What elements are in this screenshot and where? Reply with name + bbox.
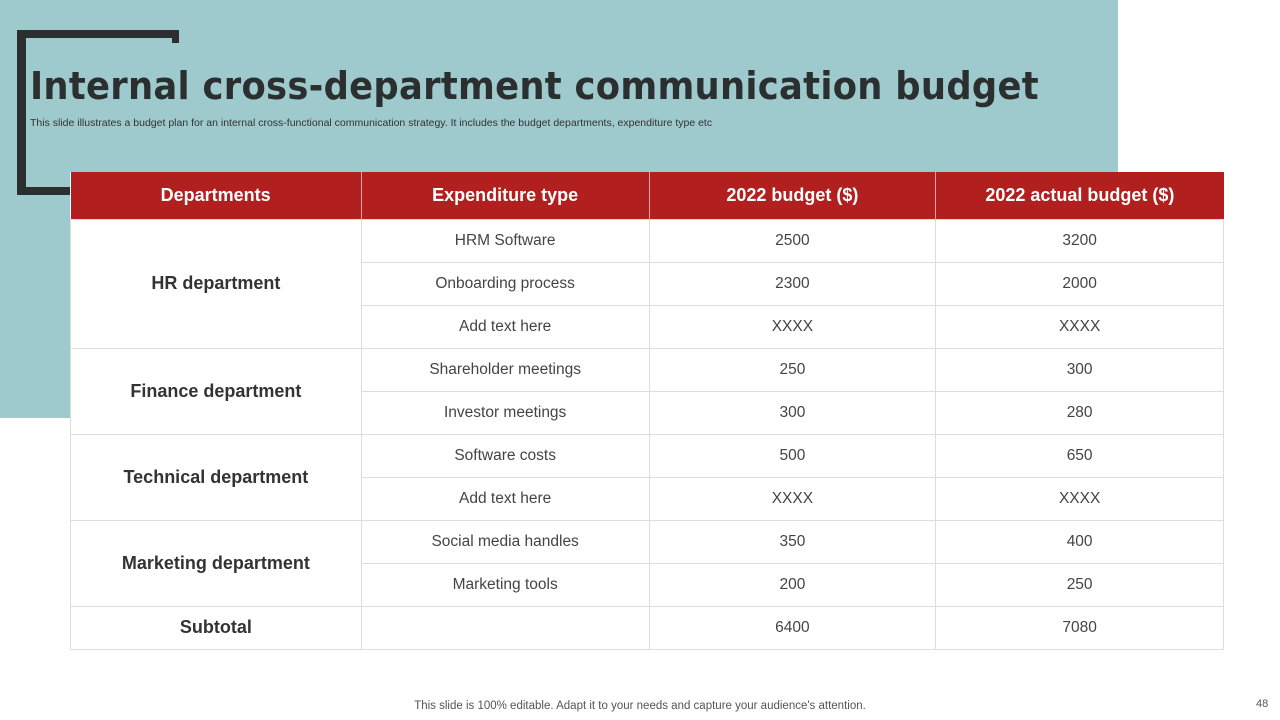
subtotal-actual: 7080 <box>935 605 1224 650</box>
actual-budget-cell: XXXX <box>935 476 1224 521</box>
budget-cell: 350 <box>648 519 937 564</box>
budget-cell: 250 <box>648 347 937 392</box>
table-header-row: Departments Expenditure type 2022 budget… <box>70 172 1224 219</box>
bracket-decoration <box>17 187 71 195</box>
bracket-decoration <box>17 30 179 38</box>
subtotal-label: Subtotal <box>70 605 362 650</box>
header-2022-actual-budget: 2022 actual budget ($) <box>935 172 1224 219</box>
department-cell: HR department <box>70 218 362 349</box>
page-subtitle: This slide illustrates a budget plan for… <box>30 117 713 129</box>
expenditure-cell: Software costs <box>360 433 650 478</box>
actual-budget-cell: 300 <box>935 347 1224 392</box>
table-row: Add text here XXXX XXXX <box>71 476 1224 521</box>
expenditure-cell: Add text here <box>360 476 650 521</box>
budget-cell: 200 <box>648 562 937 607</box>
table-row: Onboarding process 2300 2000 <box>71 261 1224 306</box>
subtotal-budget: 6400 <box>648 605 937 650</box>
expenditure-cell: HRM Software <box>360 218 650 263</box>
bracket-decoration <box>172 30 179 43</box>
department-cell: Technical department <box>70 433 362 521</box>
bracket-decoration <box>17 30 26 195</box>
budget-table: Departments Expenditure type 2022 budget… <box>70 172 1224 650</box>
table-row: Add text here XXXX XXXX <box>71 304 1224 349</box>
actual-budget-cell: XXXX <box>935 304 1224 349</box>
header-expenditure-type: Expenditure type <box>361 172 650 219</box>
budget-cell: 2500 <box>648 218 937 263</box>
actual-budget-cell: 250 <box>935 562 1224 607</box>
department-cell: Finance department <box>70 347 362 435</box>
header-2022-budget: 2022 budget ($) <box>649 172 937 219</box>
expenditure-cell: Shareholder meetings <box>360 347 650 392</box>
table-row: Technical department Software costs 500 650 <box>70 433 1224 521</box>
budget-cell: 300 <box>648 390 937 435</box>
table-row: Investor meetings 300 280 <box>71 390 1224 435</box>
table-row: Finance department Shareholder meetings 25… <box>70 347 1224 435</box>
footer-note: This slide is 100% editable. Adapt it to… <box>414 700 866 712</box>
expenditure-cell: Onboarding process <box>360 261 650 306</box>
budget-cell: 2300 <box>648 261 937 306</box>
table-row: Marketing department Social media handles… <box>70 519 1224 607</box>
subtotal-row: Subtotal 6400 7080 <box>70 605 1224 650</box>
actual-budget-cell: 400 <box>935 519 1224 564</box>
actual-budget-cell: 2000 <box>935 261 1224 306</box>
budget-cell: XXXX <box>648 476 937 521</box>
department-cell: Marketing department <box>70 519 362 607</box>
subtotal-expenditure <box>360 605 650 650</box>
actual-budget-cell: 3200 <box>935 218 1224 263</box>
table-row: Marketing tools 200 250 <box>71 562 1224 607</box>
page-number: 48 <box>1256 698 1269 710</box>
header-departments: Departments <box>70 172 362 219</box>
page-title: Internal cross-department communication … <box>30 64 1039 108</box>
table-row: HR department HRM Software 2500 3200 <box>70 218 1224 349</box>
expenditure-cell: Investor meetings <box>360 390 650 435</box>
budget-cell: 500 <box>648 433 937 478</box>
actual-budget-cell: 280 <box>935 390 1224 435</box>
actual-budget-cell: 650 <box>935 433 1224 478</box>
expenditure-cell: Social media handles <box>360 519 650 564</box>
budget-cell: XXXX <box>648 304 937 349</box>
expenditure-cell: Add text here <box>360 304 650 349</box>
expenditure-cell: Marketing tools <box>360 562 650 607</box>
